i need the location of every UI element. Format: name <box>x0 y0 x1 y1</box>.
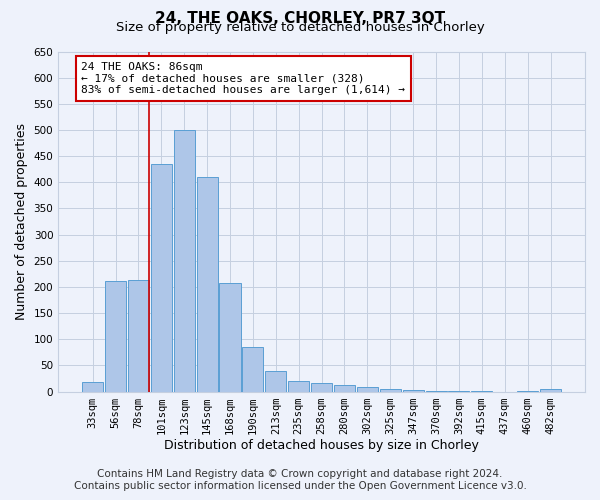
Bar <box>242 347 263 392</box>
Bar <box>311 382 332 392</box>
Bar <box>151 164 172 392</box>
Bar <box>220 284 241 392</box>
Bar <box>472 391 493 392</box>
Bar <box>128 280 149 392</box>
Bar <box>448 391 469 392</box>
Bar <box>357 388 378 392</box>
Bar <box>265 370 286 392</box>
Bar <box>197 177 218 392</box>
Bar <box>288 381 309 392</box>
Text: Size of property relative to detached houses in Chorley: Size of property relative to detached ho… <box>116 21 484 34</box>
Bar <box>380 389 401 392</box>
Bar <box>105 280 126 392</box>
Bar <box>425 390 446 392</box>
Bar <box>540 389 561 392</box>
Text: 24, THE OAKS, CHORLEY, PR7 3QT: 24, THE OAKS, CHORLEY, PR7 3QT <box>155 11 445 26</box>
Bar <box>82 382 103 392</box>
Bar <box>403 390 424 392</box>
Bar <box>334 386 355 392</box>
Y-axis label: Number of detached properties: Number of detached properties <box>15 123 28 320</box>
Bar <box>173 130 195 392</box>
Text: Contains HM Land Registry data © Crown copyright and database right 2024.
Contai: Contains HM Land Registry data © Crown c… <box>74 470 526 491</box>
Bar <box>517 391 538 392</box>
Text: 24 THE OAKS: 86sqm
← 17% of detached houses are smaller (328)
83% of semi-detach: 24 THE OAKS: 86sqm ← 17% of detached hou… <box>81 62 405 95</box>
X-axis label: Distribution of detached houses by size in Chorley: Distribution of detached houses by size … <box>164 440 479 452</box>
